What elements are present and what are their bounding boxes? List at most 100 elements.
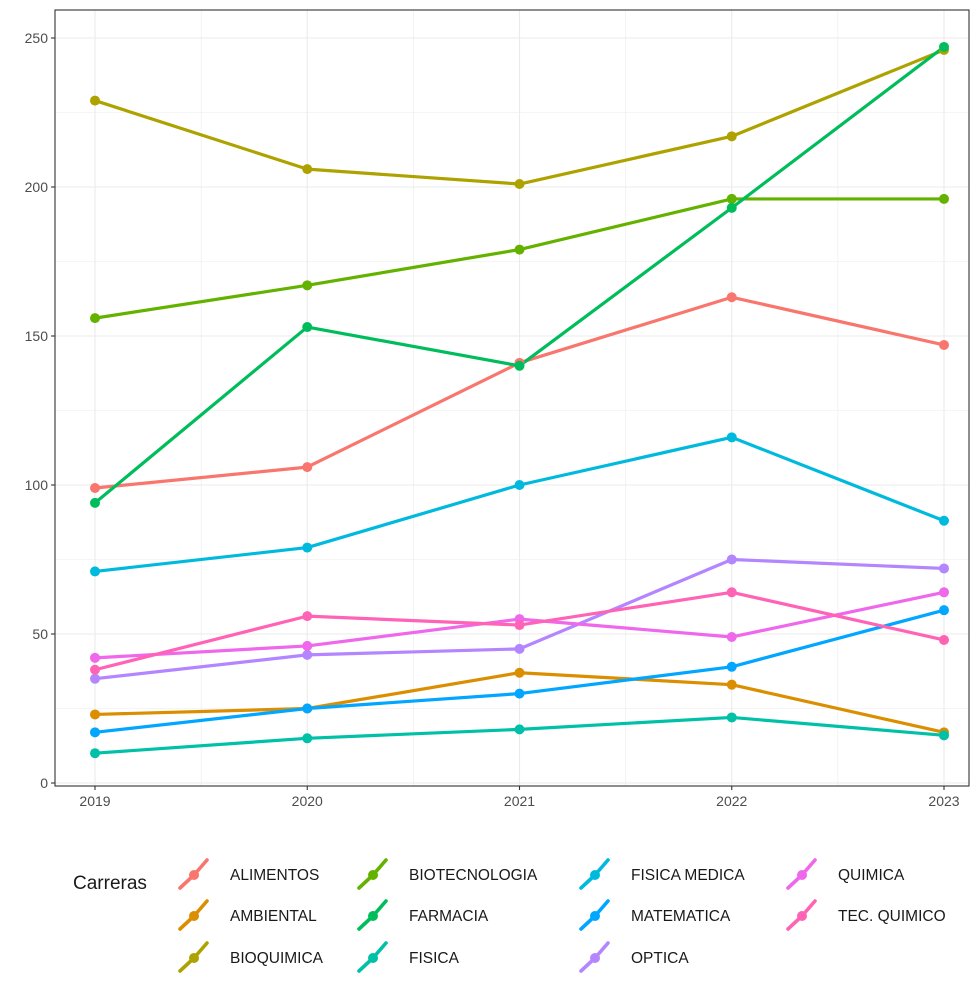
data-point [726, 292, 737, 303]
y-tick-label: 50 [32, 626, 48, 642]
legend-label: AMBIENTAL [230, 908, 317, 925]
data-point [514, 244, 525, 255]
legend-item: BIOTECNOLOGIA [357, 858, 538, 890]
data-point [514, 724, 525, 735]
data-point [90, 95, 100, 106]
data-point [939, 587, 949, 598]
data-point [90, 664, 100, 675]
legend-item: FISICA MEDICA [579, 858, 745, 890]
legend-label: ALIMENTOS [230, 867, 319, 884]
legend-key-point [368, 911, 378, 921]
data-point [514, 667, 525, 678]
legend-title: Carreras [73, 873, 147, 894]
legend-item: TEC. QUIMICO [786, 899, 946, 931]
data-point [939, 193, 949, 204]
legend-key-point [368, 870, 378, 880]
data-point [90, 482, 100, 493]
data-point [939, 605, 949, 616]
legend-label: FISICA [409, 950, 460, 967]
series-points [90, 41, 949, 759]
data-point [726, 202, 737, 213]
legend-label: BIOTECNOLOGIA [409, 867, 538, 884]
data-point [90, 709, 100, 720]
data-point [90, 313, 100, 324]
y-tick-label: 100 [25, 477, 49, 493]
data-point [726, 712, 737, 723]
data-point [514, 688, 525, 699]
y-tick-label: 150 [25, 328, 49, 344]
y-tick-label: 200 [25, 179, 49, 195]
legend-item: AMBIENTAL [178, 899, 317, 931]
data-point [90, 727, 100, 738]
data-point [90, 497, 100, 508]
data-point [90, 652, 100, 663]
legend-item: BIOQUIMICA [178, 941, 324, 973]
minor-gridlines [55, 10, 969, 786]
data-point [514, 643, 525, 654]
data-point [939, 563, 949, 574]
data-point [726, 432, 737, 443]
x-tick-label: 2022 [716, 793, 747, 809]
legend-key-point [590, 870, 600, 880]
data-point [726, 679, 737, 690]
data-point [514, 360, 525, 371]
legend-key-point [797, 911, 807, 921]
data-point [726, 587, 737, 598]
data-point [302, 611, 313, 622]
legend-key-point [189, 870, 199, 880]
panel-border [54, 9, 970, 787]
x-axis: 2019 2020 2021 2022 2023 [79, 786, 960, 809]
y-tick-label: 0 [40, 775, 48, 791]
data-point [302, 280, 313, 291]
y-tick-label: 250 [25, 30, 49, 46]
legend-item: OPTICA [579, 941, 689, 973]
legend-item: FARMACIA [357, 899, 489, 931]
legend-label: TEC. QUIMICO [838, 908, 946, 925]
y-axis: 0 50 100 150 200 250 [25, 30, 55, 791]
legend-label: MATEMATICA [631, 908, 731, 925]
data-point [939, 41, 949, 52]
legend: Carreras ALIMENTOS AMBIENTAL BIOQUIMICA BIO… [73, 858, 946, 973]
legend-key-point [189, 953, 199, 963]
x-tick-label: 2019 [79, 793, 110, 809]
legend-label: FISICA MEDICA [631, 867, 745, 884]
legend-item: QUIMICA [786, 858, 905, 890]
legend-item: FISICA [357, 941, 460, 973]
data-point [302, 542, 313, 553]
legend-key-point [368, 953, 378, 963]
data-point [302, 640, 313, 651]
data-point [726, 661, 737, 672]
data-point [514, 179, 525, 190]
data-point [939, 634, 949, 645]
data-point [726, 193, 737, 204]
legend-key-point [797, 870, 807, 880]
legend-item: MATEMATICA [579, 899, 731, 931]
data-point [90, 673, 100, 684]
legend-label: FARMACIA [409, 908, 489, 925]
legend-key-point [590, 953, 600, 963]
major-gridlines [55, 10, 969, 786]
x-tick-label: 2020 [292, 793, 323, 809]
data-point [302, 649, 313, 660]
legend-key-point [189, 911, 199, 921]
data-point [302, 733, 313, 744]
x-tick-label: 2023 [928, 793, 959, 809]
data-point [90, 748, 100, 759]
legend-item: ALIMENTOS [178, 858, 319, 890]
legend-key-point [590, 911, 600, 921]
data-point [514, 620, 525, 631]
data-point [302, 703, 313, 714]
data-point [302, 462, 313, 473]
data-point [939, 339, 949, 350]
data-point [90, 566, 100, 577]
data-point [726, 554, 737, 565]
data-point [302, 164, 313, 175]
data-point [939, 730, 949, 741]
data-point [302, 322, 313, 333]
legend-label: BIOQUIMICA [230, 950, 324, 967]
legend-label: QUIMICA [838, 867, 905, 884]
legend-label: OPTICA [631, 950, 689, 967]
x-tick-label: 2021 [504, 793, 535, 809]
data-point [726, 131, 737, 142]
